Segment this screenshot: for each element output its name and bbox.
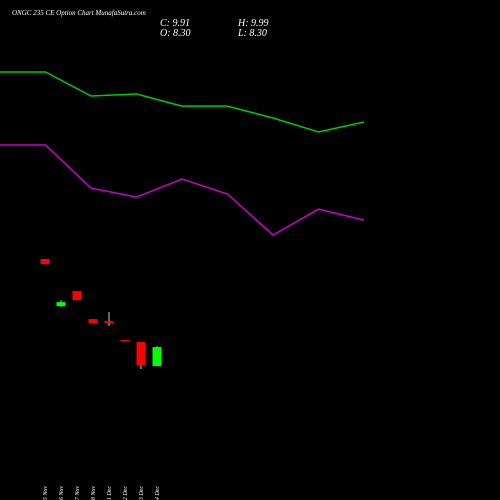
x-tick-label: 28 Nov (91, 486, 97, 500)
x-tick-label: 03 Dec (139, 486, 145, 500)
candle-body (88, 319, 98, 324)
info-close: C: 9.91 (160, 18, 190, 29)
x-tick-label: 04 Dec (154, 486, 161, 500)
candle-body (136, 342, 146, 366)
overlay-line (0, 144, 365, 237)
x-tick-label: 01 Dec (107, 486, 113, 500)
candle-body (120, 340, 130, 342)
x-tick-label: 25 Nov (43, 486, 49, 500)
x-tick-label: 26 Nov (59, 486, 65, 500)
info-high: H: 9.99 (237, 18, 269, 29)
chart-title: ONGC 235 CE Option Chart MunafaSutra.com (12, 9, 146, 17)
x-tick-label: 02 Dec (123, 486, 129, 500)
info-open: O: 8.30 (160, 28, 191, 39)
candle-body (56, 302, 66, 307)
candle-body (40, 259, 50, 265)
candle-body (72, 291, 82, 301)
candle-body (152, 347, 162, 367)
x-tick-label: 27 Nov (75, 486, 81, 500)
info-low: L: 8.30 (237, 28, 267, 39)
overlay-line (0, 71, 365, 133)
candle-body (104, 321, 114, 324)
